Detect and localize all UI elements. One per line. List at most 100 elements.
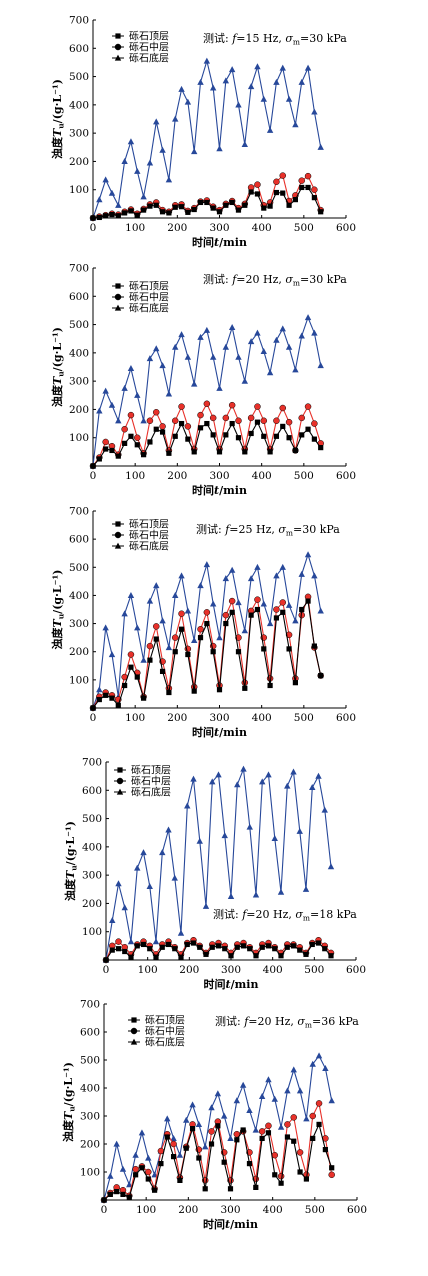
y-axis-label: 浊度Tu/(g·L⁻¹) xyxy=(50,327,66,407)
data-point xyxy=(178,204,185,210)
data-point xyxy=(202,1143,209,1150)
legend-label: 砾石底层 xyxy=(131,786,171,799)
data-point xyxy=(153,409,160,416)
data-point xyxy=(279,404,286,412)
data-point xyxy=(228,597,236,605)
data-point xyxy=(273,615,280,621)
data-point xyxy=(177,1177,183,1183)
data-point xyxy=(158,1161,164,1167)
data-point xyxy=(146,597,154,604)
data-point xyxy=(190,775,197,782)
data-point xyxy=(297,947,303,953)
x-tick-label: 0 xyxy=(90,222,97,234)
data-point xyxy=(166,210,172,216)
y-tick-label: 300 xyxy=(69,128,89,140)
data-point xyxy=(298,78,305,85)
y-tick-label: 200 xyxy=(80,1139,100,1151)
data-point xyxy=(228,401,236,409)
data-point xyxy=(164,1134,170,1140)
data-point xyxy=(279,64,286,71)
data-point xyxy=(315,1100,323,1107)
data-point xyxy=(271,834,278,841)
y-tick-label: 500 xyxy=(69,562,89,574)
data-point xyxy=(203,326,211,333)
data-point xyxy=(165,941,172,948)
data-point xyxy=(101,1197,107,1203)
data-point xyxy=(134,674,140,680)
data-point xyxy=(115,213,121,219)
x-tick-label: 400 xyxy=(252,712,272,724)
data-point xyxy=(285,95,293,102)
data-point xyxy=(299,606,305,613)
data-point xyxy=(214,1090,222,1097)
data-point xyxy=(171,417,179,424)
data-point xyxy=(210,432,216,438)
data-point xyxy=(178,572,185,579)
data-point xyxy=(209,84,217,91)
data-point xyxy=(140,193,147,200)
y-axis-label: 浊度Tu/(g·L⁻¹) xyxy=(61,1062,77,1142)
data-point xyxy=(172,592,179,599)
legend-marker xyxy=(114,531,122,539)
data-point xyxy=(258,1093,266,1099)
data-point xyxy=(248,189,254,195)
data-point xyxy=(96,686,103,693)
data-point xyxy=(298,414,305,422)
data-point xyxy=(246,1107,253,1113)
x-tick-label: 100 xyxy=(138,964,158,976)
data-point xyxy=(292,197,298,203)
data-point xyxy=(126,1194,132,1200)
data-point xyxy=(311,643,317,649)
data-point xyxy=(241,377,248,384)
x-tick-label: 500 xyxy=(294,470,314,482)
y-axis-label: 浊度Tu/(g·L⁻¹) xyxy=(50,79,66,159)
legend-marker xyxy=(130,1027,138,1035)
data-point xyxy=(146,417,154,424)
data-point xyxy=(185,651,191,658)
data-point xyxy=(277,1123,285,1130)
x-tick-label: 400 xyxy=(263,964,283,976)
data-point xyxy=(132,1165,139,1173)
data-point xyxy=(197,411,204,419)
data-point xyxy=(292,447,298,454)
data-point xyxy=(246,823,253,830)
data-point xyxy=(247,946,253,952)
data-point xyxy=(265,1130,272,1136)
data-point xyxy=(209,600,217,607)
data-point xyxy=(247,575,255,582)
y-tick-label: 600 xyxy=(80,1027,100,1039)
data-point xyxy=(190,940,197,946)
legend-label: 砾石中层 xyxy=(145,1025,185,1038)
data-point xyxy=(304,64,312,71)
data-point xyxy=(195,1121,203,1127)
legend-marker xyxy=(115,33,121,39)
legend-marker xyxy=(117,767,123,773)
data-point xyxy=(296,1149,304,1156)
data-point xyxy=(284,1121,291,1128)
data-point xyxy=(228,566,236,573)
data-point xyxy=(261,205,267,211)
data-point xyxy=(273,336,280,343)
data-point xyxy=(176,1151,184,1158)
data-point xyxy=(209,414,217,422)
data-point xyxy=(285,343,293,350)
data-point xyxy=(328,1171,335,1179)
legend-marker xyxy=(115,283,121,289)
data-point xyxy=(128,954,134,960)
data-point xyxy=(134,434,141,441)
data-point xyxy=(203,57,211,64)
data-point xyxy=(178,85,185,92)
data-point xyxy=(315,940,322,946)
data-point xyxy=(208,1141,215,1147)
data-point xyxy=(133,1172,139,1178)
data-point xyxy=(141,452,147,458)
y-tick-label: 700 xyxy=(69,263,89,275)
data-point xyxy=(317,362,324,369)
data-point xyxy=(305,184,311,191)
data-point xyxy=(303,951,309,957)
legend-marker xyxy=(114,542,122,549)
data-point xyxy=(115,417,122,424)
data-point xyxy=(107,1172,114,1179)
